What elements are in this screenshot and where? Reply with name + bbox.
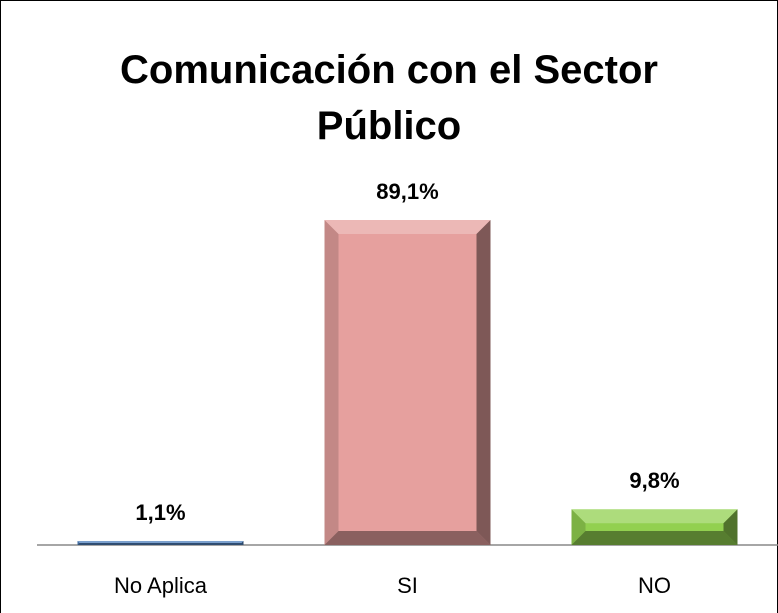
bar-bevel xyxy=(77,540,80,545)
bar-bevel xyxy=(77,542,244,545)
bar xyxy=(571,509,738,545)
x-tick-label: No Aplica xyxy=(114,573,208,598)
bar xyxy=(77,540,244,545)
x-tick-label: SI xyxy=(397,573,418,598)
bar-bevel xyxy=(571,509,738,524)
bar-bevel xyxy=(324,220,339,545)
bar-bevel xyxy=(324,220,491,234)
value-label: 1,1% xyxy=(135,500,185,525)
bar-bevel xyxy=(571,509,586,545)
bar-bevel xyxy=(241,540,244,545)
bar-bevel xyxy=(77,540,244,543)
value-label: 89,1% xyxy=(376,179,438,204)
bar-bevel xyxy=(476,220,491,545)
bar-bevel xyxy=(571,531,738,545)
bar xyxy=(324,220,491,545)
bar-bevel xyxy=(324,531,491,545)
value-label: 9,8% xyxy=(629,468,679,493)
x-tick-label: NO xyxy=(638,573,671,598)
chart-title: Comunicación con el Sector Público xyxy=(120,48,658,148)
bar-bevel xyxy=(723,509,738,545)
